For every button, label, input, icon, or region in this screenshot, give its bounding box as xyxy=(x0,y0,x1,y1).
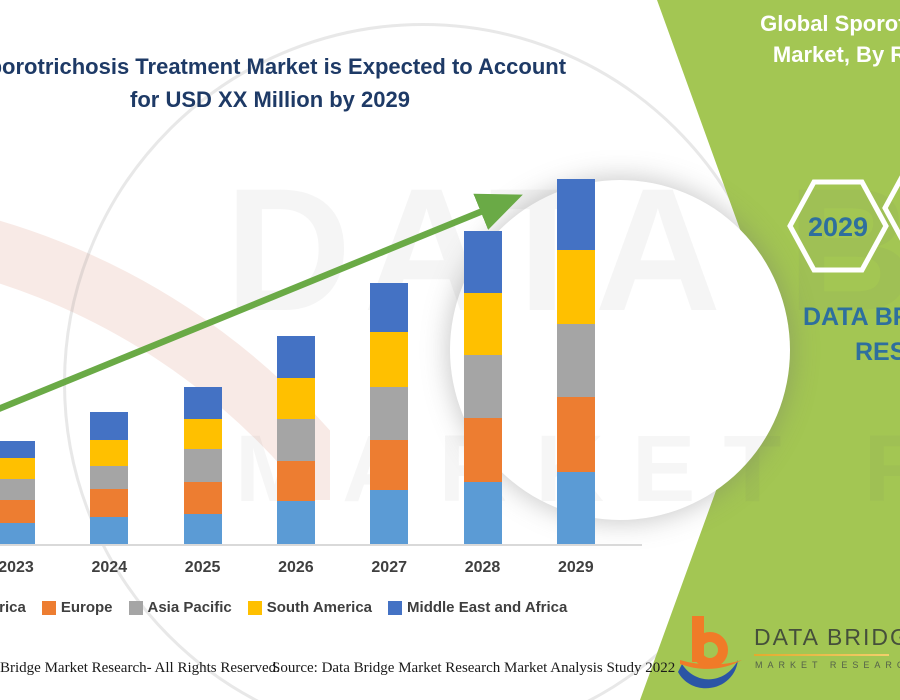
bar-segment-middle-east-and-africa-2028 xyxy=(463,231,502,293)
bar-segment-north-america-2028 xyxy=(463,482,502,544)
dbmr-logo: DATA BRIDGE MARKET RESEARCH xyxy=(672,608,900,700)
bar-segment-europe-2029 xyxy=(556,397,595,472)
x-axis-label-2029: 2029 xyxy=(558,559,594,576)
bar-segment-asia-pacific-2027 xyxy=(370,387,409,440)
x-axis-label-2025: 2025 xyxy=(184,559,221,576)
bar-segment-europe-2024 xyxy=(90,489,129,517)
bar-segment-asia-pacific-2026 xyxy=(276,419,315,461)
bar-segment-asia-pacific-2025 xyxy=(183,449,222,482)
copyright-text: Bridge Market Research- All Rights Reser… xyxy=(0,660,280,676)
legend-label-middle-east-and-africa: Middle East and Africa xyxy=(407,599,568,616)
panel-brand-line1: DATA BRIDGE xyxy=(803,303,900,331)
hexagon-year-label: 2029 xyxy=(808,212,868,242)
bar-segment-north-america-2029 xyxy=(556,472,595,544)
bar-segment-south-america-2023 xyxy=(0,458,35,479)
logo-name: DATA BRIDGE xyxy=(754,624,900,650)
bar-segment-south-america-2027 xyxy=(370,332,409,387)
bar-segment-asia-pacific-2024 xyxy=(90,466,129,489)
legend-item-north-america: North America xyxy=(0,599,26,616)
dbmr-logo-mark-icon xyxy=(678,616,742,689)
bar-segment-middle-east-and-africa-2029 xyxy=(556,179,595,250)
legend-chip-south-america xyxy=(247,600,262,615)
legend-label-south-america: South America xyxy=(266,599,373,616)
growth-trend-arrow-icon xyxy=(0,193,523,412)
x-axis-label-2026: 2026 xyxy=(278,559,314,576)
bar-segment-middle-east-and-africa-2024 xyxy=(90,412,129,440)
legend-chip-europe xyxy=(41,600,56,615)
bar-segment-north-america-2026 xyxy=(276,501,315,544)
bar-segment-europe-2026 xyxy=(276,461,315,501)
bar-segment-europe-2023 xyxy=(0,500,35,523)
bar-segment-asia-pacific-2028 xyxy=(463,355,502,418)
logo-gold-divider xyxy=(754,654,889,656)
x-axis-label-2023: 2023 xyxy=(0,559,34,576)
bar-segment-middle-east-and-africa-2026 xyxy=(276,336,315,378)
hexagon-2029-outline xyxy=(787,179,889,273)
chart-legend: North America Europe Asia Pacific South Ame… xyxy=(0,599,567,616)
bar-segment-europe-2027 xyxy=(370,440,409,490)
panel-brand-line2: RESEARCH xyxy=(855,338,900,366)
chart-title: Sporotrichosis Treatment Market is Expec… xyxy=(0,50,570,116)
logo-subtitle: MARKET RESEARCH xyxy=(755,660,900,670)
white-circle-bulge xyxy=(450,180,790,520)
legend-chip-asia-pacific xyxy=(128,600,143,615)
legend-item-asia-pacific: Asia Pacific xyxy=(128,599,232,616)
bar-segment-south-america-2026 xyxy=(276,378,315,419)
legend-item-middle-east-and-africa: Middle East and Africa xyxy=(388,599,567,616)
bar-segment-south-america-2025 xyxy=(183,419,222,449)
bar-segment-middle-east-and-africa-2027 xyxy=(370,283,409,332)
bar-segment-middle-east-and-africa-2023 xyxy=(0,441,35,458)
bar-segment-north-america-2024 xyxy=(90,517,129,544)
legend-item-south-america: South America xyxy=(247,599,373,616)
x-axis-line xyxy=(0,544,642,546)
bar-segment-north-america-2027 xyxy=(370,490,409,544)
bar-segment-europe-2025 xyxy=(183,482,222,514)
legend-label-north-america: North America xyxy=(0,599,26,616)
hexagon-partial-outline xyxy=(882,175,900,241)
bar-segment-europe-2028 xyxy=(463,418,502,482)
bar-segment-south-america-2024 xyxy=(90,440,129,466)
legend-item-europe: Europe xyxy=(41,599,113,616)
bar-segment-south-america-2029 xyxy=(556,250,595,324)
x-axis-label-2027: 2027 xyxy=(371,559,407,576)
chart-title-line1: Sporotrichosis Treatment Market is Expec… xyxy=(0,54,567,79)
bar-segment-south-america-2028 xyxy=(463,293,502,355)
bar-segment-asia-pacific-2023 xyxy=(0,479,35,500)
bar-segment-north-america-2025 xyxy=(183,514,222,544)
hexagon-badges: 2029 xyxy=(787,175,900,273)
source-text: Source: Data Bridge Market Research Mark… xyxy=(272,660,676,676)
side-panel-heading: Global Sporotrichosis Market, By Regions xyxy=(715,8,900,70)
bar-segment-north-america-2023 xyxy=(0,523,35,544)
legend-label-europe: Europe xyxy=(60,599,113,616)
side-panel-heading-line2: Market, By Regions xyxy=(772,42,900,67)
bar-segment-asia-pacific-2029 xyxy=(556,324,595,397)
x-axis-label-2028: 2028 xyxy=(464,559,501,576)
chart-title-line2: for USD XX Million by 2029 xyxy=(130,87,410,112)
bar-segment-middle-east-and-africa-2025 xyxy=(183,387,222,419)
x-axis-label-2024: 2024 xyxy=(91,559,128,576)
legend-label-asia-pacific: Asia Pacific xyxy=(147,599,232,616)
legend-chip-middle-east-and-africa xyxy=(388,600,403,615)
side-panel-heading-line1: Global Sporotrichosis xyxy=(760,11,900,36)
